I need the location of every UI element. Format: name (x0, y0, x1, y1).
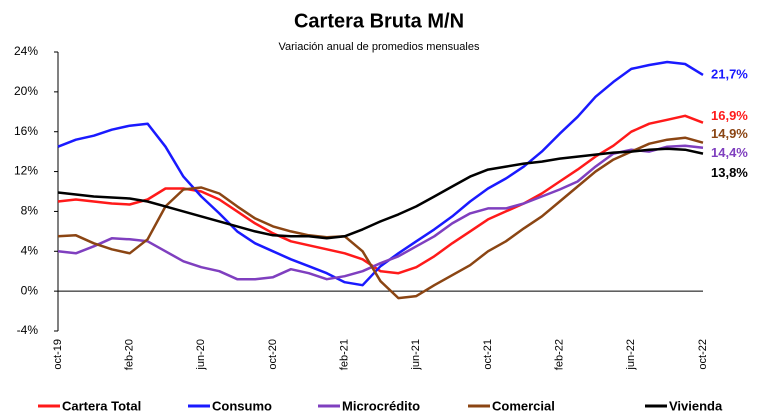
x-tick-label: jun-21 (410, 339, 422, 371)
end-label: 21,7% (711, 66, 748, 81)
x-tick-label: jun-20 (195, 339, 207, 371)
series-line (57, 136, 704, 300)
x-tick-label: feb-22 (554, 339, 566, 370)
end-label: 14,4% (711, 145, 748, 160)
series-line (57, 147, 704, 240)
end-label: 16,9% (711, 108, 748, 123)
x-tick-label: oct-20 (267, 339, 279, 370)
chart-title: Cartera Bruta M/N (294, 10, 464, 32)
y-tick-label: 16% (14, 124, 38, 138)
legend-label: Comercial (492, 398, 555, 413)
x-tick-label: jun-22 (625, 339, 637, 371)
x-tick-label: oct-19 (52, 339, 64, 370)
x-tick-label: oct-22 (697, 339, 709, 370)
x-tick-label: feb-21 (339, 339, 351, 370)
y-tick-label: -4% (17, 323, 39, 337)
legend-label: Microcrédito (342, 398, 420, 413)
y-tick-label: 12% (14, 164, 38, 178)
y-tick-label: 0% (21, 283, 39, 297)
y-tick-label: 20% (14, 84, 38, 98)
legend-label: Consumo (212, 398, 272, 413)
series-line (57, 114, 704, 275)
chart-subtitle: Variación anual de promedios mensuales (279, 41, 480, 53)
x-tick-label: feb-20 (124, 339, 136, 370)
end-label: 14,9% (711, 126, 748, 141)
y-tick-label: 24% (14, 44, 38, 58)
series-line (57, 60, 704, 287)
x-tick-label: oct-21 (482, 339, 494, 370)
legend-label: Vivienda (669, 398, 723, 413)
legend-label: Cartera Total (62, 398, 141, 413)
y-tick-label: 4% (21, 243, 39, 257)
series-line (57, 144, 704, 281)
end-label: 13,8% (711, 165, 748, 180)
y-tick-label: 8% (21, 204, 39, 218)
